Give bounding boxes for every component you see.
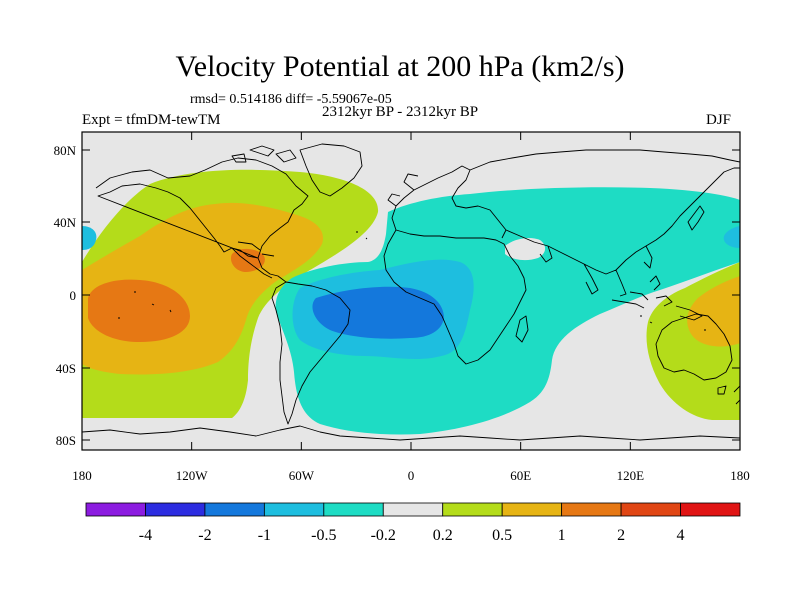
colorbar-label: -4 — [139, 527, 152, 544]
experiment-label: Expt = tfmDM-tewTM — [82, 112, 221, 128]
colorbar-box — [85, 502, 146, 517]
positive-anomaly-australia — [687, 276, 740, 347]
colorbar-label: -1 — [258, 527, 271, 544]
x-tick-label: 60W — [289, 468, 315, 483]
colorbar: -4 -2 -1 -0.5 -0.2 0.2 0.5 1 2 4 — [85, 502, 741, 544]
colorbar-label: 2 — [617, 527, 625, 544]
x-tick-label: 0 — [408, 468, 415, 483]
coastline-new-zealand — [733, 385, 740, 405]
x-axis: 180 120W 60W 0 60E 120E 180 — [72, 132, 750, 483]
x-tick-label: 120E — [617, 468, 645, 483]
colorbar-label: 4 — [677, 527, 685, 544]
y-tick-label: 0 — [70, 288, 77, 303]
negative-anomaly-east-edge — [723, 226, 740, 248]
colorbar-box — [620, 502, 681, 517]
colorbar-box — [204, 502, 265, 517]
colorbar-box — [323, 502, 384, 517]
coastline-indonesia — [611, 275, 703, 321]
coastlines — [82, 143, 740, 441]
coastline-europe — [387, 165, 507, 239]
colorbar-box — [501, 502, 563, 517]
coastline-japan — [687, 205, 705, 231]
colorbar-box — [680, 502, 741, 517]
x-tick-label: 180 — [730, 468, 750, 483]
period-line: 2312kyr BP - 2312kyr BP — [321, 104, 479, 120]
y-tick-label: 40N — [54, 215, 77, 230]
coastline-greenland — [299, 143, 363, 197]
coastline-central-america — [231, 241, 275, 279]
coastline-australia — [655, 313, 733, 395]
coastline-arctic-islands — [231, 145, 297, 163]
colorbar-box — [145, 502, 206, 517]
coastline-africa — [383, 229, 527, 365]
colorbar-label: 0.5 — [492, 527, 512, 544]
coastline-north-america — [95, 157, 309, 283]
negative-anomaly-west-edge — [82, 226, 97, 250]
y-axis: 80N 40N 0 40S 80S — [54, 143, 740, 448]
colorbar-label: -0.2 — [371, 527, 396, 544]
colorbar-box — [442, 502, 503, 517]
field-layer — [82, 132, 740, 450]
strong-positive-anomaly-pacific — [88, 279, 190, 342]
coastline-small-islands — [118, 231, 706, 331]
x-tick-label: 60E — [510, 468, 531, 483]
chart-title: Velocity Potential at 200 hPa (km2/s) — [175, 50, 625, 83]
colorbar-label: -0.5 — [311, 527, 336, 544]
negative-anomaly-light-atlantic-eurasia — [275, 187, 740, 435]
colorbar-label: 1 — [558, 527, 566, 544]
y-tick-label: 40S — [56, 361, 76, 376]
y-tick-label: 80S — [56, 433, 76, 448]
colorbar-label: -2 — [198, 527, 211, 544]
colorbar-box — [263, 502, 325, 517]
colorbar-box — [561, 502, 622, 517]
coastline-asia — [469, 149, 740, 297]
neutral-patch-mediterranean — [505, 238, 546, 261]
coastline-antarctica — [82, 425, 740, 441]
coastline-south-america — [271, 281, 351, 425]
coastline-madagascar — [515, 315, 529, 343]
strong-negative-anomaly-atlantic — [312, 286, 444, 339]
season-label: DJF — [706, 112, 732, 128]
colorbar-label: 0.2 — [433, 527, 453, 544]
strong-positive-anomaly-caribbean — [230, 248, 265, 272]
y-tick-label: 80N — [54, 143, 77, 158]
colorbar-box — [382, 502, 444, 517]
x-tick-label: 180 — [72, 468, 92, 483]
stats-line: rmsd= 0.514186 diff= -5.59067e-05 — [190, 92, 392, 107]
x-tick-label: 120W — [176, 468, 209, 483]
